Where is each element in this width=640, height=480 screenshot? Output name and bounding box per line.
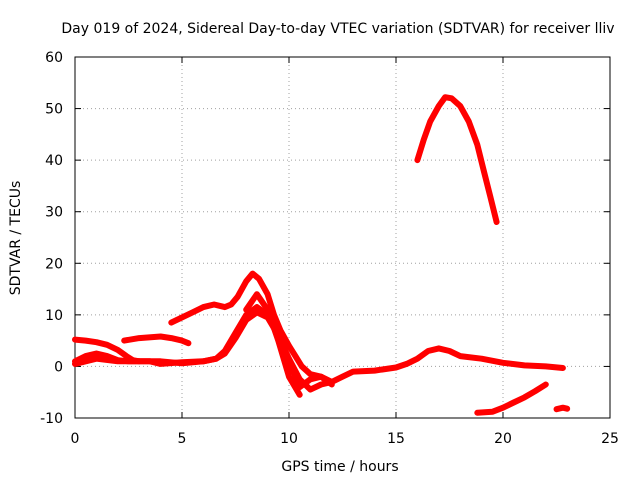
x-tick-label: 20	[494, 431, 512, 447]
x-tick-label: 15	[387, 431, 405, 447]
y-tick-label: 0	[54, 359, 63, 375]
x-axis-label: GPS time / hours	[281, 459, 398, 475]
y-tick-label: 50	[45, 102, 63, 118]
x-tick-label: 25	[601, 431, 619, 447]
chart-title: Day 019 of 2024, Sidereal Day-to-day VTE…	[61, 21, 614, 37]
series-arc-e	[168, 270, 335, 388]
series-arc-g	[414, 94, 500, 225]
y-axis-label: SDTVAR / TECUs	[8, 181, 24, 296]
series-layer	[72, 94, 571, 416]
y-tick-label: 10	[45, 308, 63, 324]
x-tick-label: 0	[71, 431, 80, 447]
series-arc-i	[553, 404, 571, 413]
series-arc-f	[243, 291, 303, 398]
plot-frame	[74, 56, 611, 419]
x-tick-label: 5	[178, 431, 187, 447]
series-arc-c	[72, 355, 143, 367]
axis-ticks: 0 5 10 15 20 25 -10 0 10 20 30 40 50 60	[40, 50, 619, 447]
x-tick-label: 10	[280, 431, 298, 447]
y-tick-label: 40	[45, 153, 63, 169]
y-tick-label: 60	[45, 50, 63, 66]
series-arc-h	[474, 381, 549, 416]
series-arc-d	[121, 333, 192, 347]
y-tick-label: 30	[45, 205, 63, 221]
y-tick-label: 20	[45, 256, 63, 272]
y-tick-label: -10	[40, 411, 63, 427]
